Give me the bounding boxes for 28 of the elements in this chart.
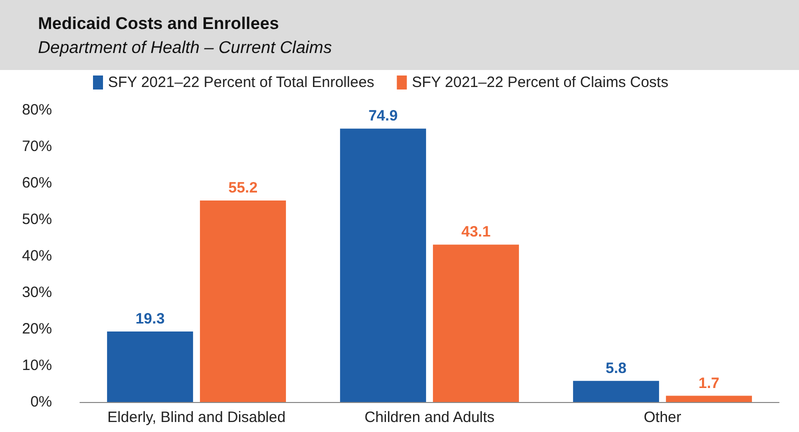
data-label: 5.8 xyxy=(606,360,626,377)
y-tick-label: 40% xyxy=(22,248,52,264)
y-tick-label: 80% xyxy=(22,102,52,118)
y-tick-label: 70% xyxy=(22,138,52,155)
bar xyxy=(200,200,286,402)
y-tick-label: 10% xyxy=(22,357,52,374)
chart-title: Medicaid Costs and Enrollees xyxy=(38,14,280,34)
chart-subtitle: Department of Health – Current Claims xyxy=(38,38,333,58)
bar xyxy=(432,244,519,402)
y-tick-label: 0% xyxy=(30,394,52,410)
x-tick-label: Elderly, Blind and Disabled xyxy=(107,409,286,426)
bar xyxy=(340,128,426,402)
data-label: 1.7 xyxy=(698,374,720,392)
legend-label: SFY 2021–22 Percent of Total Enrollees xyxy=(108,74,374,91)
bar xyxy=(107,332,194,402)
data-label: 43.1 xyxy=(461,224,491,241)
bar xyxy=(573,380,660,402)
x-tick-label: Children and Adults xyxy=(364,409,495,426)
data-label: 55.2 xyxy=(228,180,258,197)
data-label: 74.9 xyxy=(368,108,398,125)
y-tick-label: 60% xyxy=(22,174,52,192)
data-label: 19.3 xyxy=(135,310,165,328)
y-tick-label: 30% xyxy=(22,284,52,301)
y-tick-label: 20% xyxy=(22,320,52,338)
x-tick-label: Other xyxy=(644,409,682,426)
y-tick-label: 50% xyxy=(22,211,52,228)
bar xyxy=(666,396,752,402)
legend-label: SFY 2021–22 Percent of Claims Costs xyxy=(412,74,668,91)
